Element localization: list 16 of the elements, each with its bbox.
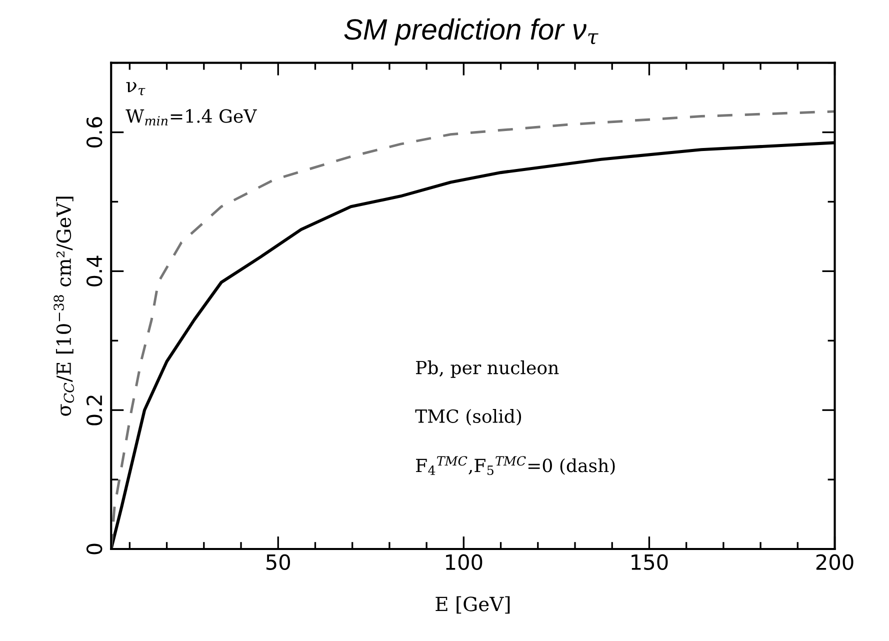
- y-tick-label: 0: [86, 544, 102, 554]
- y-tick-label: 0.4: [86, 256, 102, 286]
- chart-title: SM prediction for ν$_{τ}$: [344, 18, 598, 46]
- annotation: ν$_{τ}$: [126, 82, 146, 96]
- x-tick-label: 150: [632, 554, 668, 570]
- y-axis-title: σ$_{CC}$/E [10$^{−38}$ cm²/GeV]: [54, 196, 74, 416]
- annotation: F$_{4}$$^{TMC}$,F$_{5}$$^{TMC}$=0 (dash): [416, 456, 615, 476]
- x-tick-label: 100: [446, 554, 482, 570]
- y-tick-label: 0.6: [86, 117, 102, 148]
- annotation: TMC (solid): [415, 409, 522, 426]
- y-tick-label: 0.2: [86, 396, 102, 426]
- x-tick-label: 50: [266, 554, 290, 570]
- x-axis-title: E [GeV]: [436, 596, 510, 614]
- x-tick-label: 200: [816, 554, 854, 570]
- annotation: W$_{min}$=1.4 GeV: [126, 109, 257, 126]
- annotation: Pb, per nucleon: [416, 360, 559, 378]
